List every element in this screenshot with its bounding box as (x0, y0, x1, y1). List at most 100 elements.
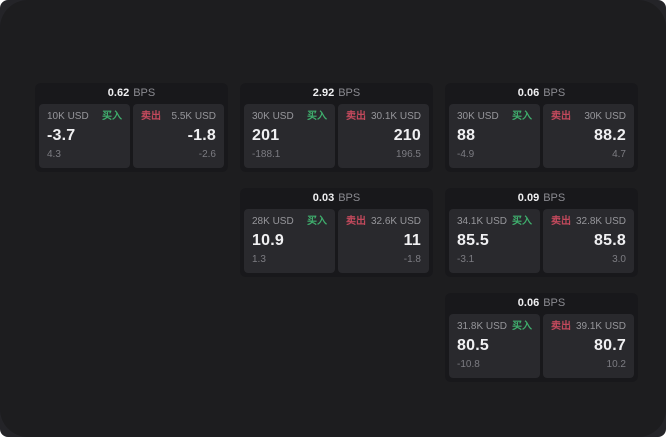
buy-panel-header: 28K USD 买入 (252, 216, 327, 228)
buy-price: 10.9 (252, 232, 284, 249)
buy-sell-panels: 10K USD 买入 -3.7 4.3 卖出 5.5K USD -1.8 -2.… (35, 104, 228, 172)
sell-panel-header: 卖出 30K USD (551, 111, 626, 123)
bps-unit-label: BPS (543, 297, 566, 309)
sell-size-label: 32.6K USD (370, 216, 421, 227)
buy-panel-header: 30K USD 买入 (252, 111, 327, 123)
sell-side-label: 卖出 (346, 111, 366, 122)
buy-panel-header: 31.8K USD 买入 (457, 321, 532, 333)
sell-panel-header: 卖出 30.1K USD (346, 111, 421, 123)
sell-side-label: 卖出 (551, 111, 571, 122)
bps-unit-label: BPS (543, 87, 566, 99)
buy-price: 201 (252, 127, 280, 144)
buy-price: 88 (457, 127, 476, 144)
bps-header: 0.62 BPS (35, 83, 228, 104)
bps-header: 0.06 BPS (445, 293, 638, 314)
bps-unit-label: BPS (133, 87, 156, 99)
buy-panel[interactable]: 31.8K USD 买入 80.5 -10.8 (449, 314, 540, 378)
bps-value: 0.06 (517, 297, 540, 309)
buy-size-label: 28K USD (252, 216, 294, 227)
sell-delta: 10.2 (606, 359, 626, 370)
sell-price: 210 (393, 127, 421, 144)
bps-value: 0.06 (517, 87, 540, 99)
sell-size-label: 39.1K USD (575, 321, 626, 332)
sell-price: 88.2 (594, 127, 626, 144)
bps-unit-label: BPS (338, 192, 361, 204)
sell-panel[interactable]: 卖出 39.1K USD 80.7 10.2 (543, 314, 634, 378)
bps-value: 2.92 (312, 87, 335, 99)
buy-sell-panels: 28K USD 买入 10.9 1.3 卖出 32.6K USD 11 -1.8 (240, 209, 433, 277)
buy-price: -3.7 (47, 127, 76, 144)
sell-panel-header: 卖出 32.8K USD (551, 216, 626, 228)
buy-size-label: 31.8K USD (457, 321, 508, 332)
sell-panel-header: 卖出 39.1K USD (551, 321, 626, 333)
sell-panel-header: 卖出 32.6K USD (346, 216, 421, 228)
bps-value: 0.62 (107, 87, 130, 99)
buy-side-label: 买入 (512, 216, 532, 227)
bps-header: 2.92 BPS (240, 83, 433, 104)
sell-size-label: 30.1K USD (370, 111, 421, 122)
buy-panel[interactable]: 30K USD 买入 201 -188.1 (244, 104, 335, 168)
sell-price: 80.7 (594, 337, 626, 354)
buy-side-label: 买入 (102, 111, 122, 122)
quote-card: 0.03 BPS 28K USD 买入 10.9 1.3 卖出 32.6K US… (240, 188, 433, 277)
sell-side-label: 卖出 (141, 111, 161, 122)
bps-value: 0.03 (312, 192, 335, 204)
quote-card: 2.92 BPS 30K USD 买入 201 -188.1 卖出 30.1K … (240, 83, 433, 172)
sell-side-label: 卖出 (346, 216, 366, 227)
sell-panel[interactable]: 卖出 32.6K USD 11 -1.8 (338, 209, 429, 273)
sell-size-label: 5.5K USD (171, 111, 216, 122)
buy-side-label: 买入 (512, 321, 532, 332)
buy-price: 85.5 (457, 232, 489, 249)
buy-panel[interactable]: 10K USD 买入 -3.7 4.3 (39, 104, 130, 168)
sell-size-label: 30K USD (584, 111, 626, 122)
buy-delta: -10.8 (457, 359, 480, 370)
sell-delta: 3.0 (612, 254, 626, 265)
bps-header: 0.06 BPS (445, 83, 638, 104)
sell-delta: 196.5 (395, 149, 421, 160)
sell-price: -1.8 (187, 127, 216, 144)
buy-delta: -4.9 (457, 149, 475, 160)
buy-side-label: 买入 (307, 111, 327, 122)
buy-size-label: 34.1K USD (457, 216, 508, 227)
buy-panel-header: 10K USD 买入 (47, 111, 122, 123)
buy-side-label: 买入 (307, 216, 327, 227)
buy-side-label: 买入 (512, 111, 532, 122)
bps-unit-label: BPS (543, 192, 566, 204)
bps-header: 0.03 BPS (240, 188, 433, 209)
buy-delta: -3.1 (457, 254, 475, 265)
quote-card: 0.09 BPS 34.1K USD 买入 85.5 -3.1 卖出 32.8K… (445, 188, 638, 277)
buy-delta: -188.1 (252, 149, 281, 160)
sell-panel[interactable]: 卖出 30.1K USD 210 196.5 (338, 104, 429, 168)
buy-sell-panels: 34.1K USD 买入 85.5 -3.1 卖出 32.8K USD 85.8… (445, 209, 638, 277)
buy-price: 80.5 (457, 337, 489, 354)
sell-panel[interactable]: 卖出 30K USD 88.2 4.7 (543, 104, 634, 168)
buy-panel[interactable]: 34.1K USD 买入 85.5 -3.1 (449, 209, 540, 273)
buy-panel[interactable]: 28K USD 买入 10.9 1.3 (244, 209, 335, 273)
sell-panel-header: 卖出 5.5K USD (141, 111, 216, 123)
buy-delta: 4.3 (47, 149, 61, 160)
bps-value: 0.09 (517, 192, 540, 204)
sell-side-label: 卖出 (551, 216, 571, 227)
sell-price: 11 (403, 232, 421, 249)
sell-panel[interactable]: 卖出 32.8K USD 85.8 3.0 (543, 209, 634, 273)
buy-size-label: 30K USD (457, 111, 499, 122)
sell-price: 85.8 (594, 232, 626, 249)
sell-side-label: 卖出 (551, 321, 571, 332)
buy-sell-panels: 30K USD 买入 88 -4.9 卖出 30K USD 88.2 4.7 (445, 104, 638, 172)
buy-sell-panels: 30K USD 买入 201 -188.1 卖出 30.1K USD 210 1… (240, 104, 433, 172)
sell-panel[interactable]: 卖出 5.5K USD -1.8 -2.6 (133, 104, 224, 168)
buy-size-label: 10K USD (47, 111, 89, 122)
buy-panel[interactable]: 30K USD 买入 88 -4.9 (449, 104, 540, 168)
quote-card: 0.06 BPS 30K USD 买入 88 -4.9 卖出 30K USD 8… (445, 83, 638, 172)
bps-header: 0.09 BPS (445, 188, 638, 209)
quote-cards-grid: 0.62 BPS 10K USD 买入 -3.7 4.3 卖出 5.5K USD… (35, 83, 638, 382)
sell-delta: -1.8 (403, 254, 421, 265)
sell-size-label: 32.8K USD (575, 216, 626, 227)
buy-panel-header: 30K USD 买入 (457, 111, 532, 123)
quote-card: 0.62 BPS 10K USD 买入 -3.7 4.3 卖出 5.5K USD… (35, 83, 228, 172)
bps-unit-label: BPS (338, 87, 361, 99)
quote-card: 0.06 BPS 31.8K USD 买入 80.5 -10.8 卖出 39.1… (445, 293, 638, 382)
buy-sell-panels: 31.8K USD 买入 80.5 -10.8 卖出 39.1K USD 80.… (445, 314, 638, 382)
